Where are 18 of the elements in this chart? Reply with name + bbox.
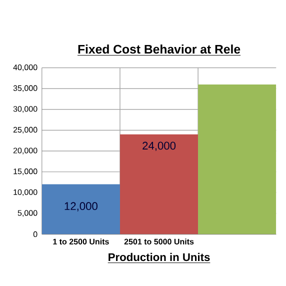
y-tick-label: 35,000	[13, 85, 38, 92]
y-tick-label: 20,000	[13, 148, 38, 154]
y-tick-label: 15,000	[14, 168, 38, 176]
y-tick-label: 40,000	[13, 64, 38, 72]
chart-title: Fixed Cost Behavior at Rele	[78, 44, 240, 54]
y-tick-label: 25,000	[13, 126, 38, 134]
x-tick-label: 1 to 2500 Units	[53, 238, 109, 244]
bar	[198, 84, 276, 234]
y-tick-label: 5,000	[18, 210, 38, 217]
y-tick-label: 10,000	[14, 189, 38, 196]
data-label: 24,000	[142, 142, 176, 151]
bar	[120, 134, 198, 234]
y-tick-label: 30,000	[13, 106, 38, 113]
x-tick-label: 2501 to 5000 Units	[124, 238, 194, 244]
y-tick-label: 0	[33, 231, 38, 238]
data-label: 12,000	[64, 202, 98, 212]
bar	[42, 184, 120, 234]
x-axis-title: Production in Units	[108, 252, 210, 262]
